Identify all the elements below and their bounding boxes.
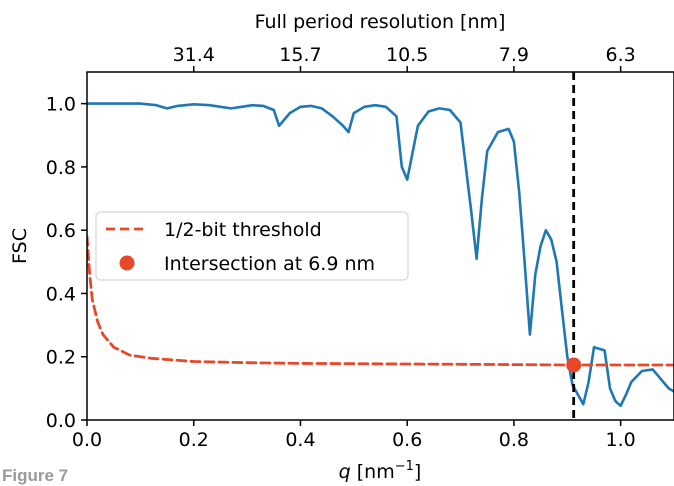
legend-box [95,211,409,281]
x-tick-label: 0.4 [285,429,315,451]
y-tick-label: 0.2 [46,347,76,369]
top-tick-label: 7.9 [499,44,529,66]
y-tick-label: 0.4 [46,283,76,305]
intersection-marker-group [566,357,582,373]
top-axis-label: Full period resolution [nm] [255,11,506,33]
x-tick-label: 1.0 [606,429,636,451]
legend-intersection-label: Intersection at 6.9 nm [164,253,375,275]
y-tick-label: 0.8 [46,157,76,179]
series-line-fsc [87,102,674,408]
x-tick-label: 0.6 [392,429,422,451]
legend-threshold-label: 1/2-bit threshold [164,219,322,241]
plot-frame [86,71,674,421]
intersection-point [566,357,582,373]
x-tick-label: 0.0 [72,429,102,451]
y-tick-label: 1.0 [46,94,76,116]
y-tick-label: 0.0 [46,410,76,432]
y-tick-label: 0.6 [46,220,76,242]
y-axis-ticks: 0.0 0.2 0.4 0.6 0.8 1.0 [46,94,87,432]
x-axis-ticks: 0.0 0.2 0.4 0.6 0.8 1.0 [72,420,636,451]
top-tick-label: 10.5 [386,44,428,66]
top-tick-label: 31.4 [173,44,215,66]
top-tick-label: 6.3 [606,44,636,66]
top-tick-label: 15.7 [279,44,321,66]
x-tick-label: 0.2 [179,429,209,451]
x-axis-label: q [nm−1] [339,459,422,483]
figure-caption: Figure 7 [2,466,69,485]
plot-curves [87,102,674,408]
y-axis-label: FSC [9,228,31,264]
legend: 1/2-bit threshold Intersection at 6.9 nm [95,211,409,281]
x-tick-label: 0.8 [499,429,529,451]
top-axis-ticks: 31.4 15.7 10.5 7.9 6.3 [173,44,636,72]
series-line-threshold [87,235,674,367]
legend-intersection-swatch [119,255,135,271]
